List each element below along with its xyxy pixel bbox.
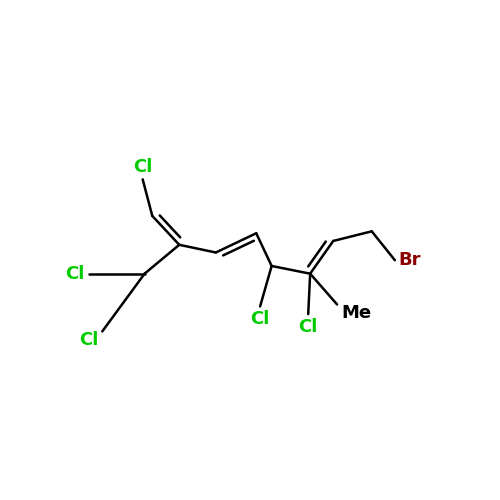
Text: Cl: Cl [79, 332, 98, 349]
Text: Br: Br [398, 251, 421, 269]
Text: Cl: Cl [66, 264, 85, 282]
Text: Cl: Cl [298, 318, 318, 336]
Text: Cl: Cl [133, 158, 152, 176]
Text: Me: Me [341, 304, 371, 322]
Text: Cl: Cl [250, 310, 270, 328]
